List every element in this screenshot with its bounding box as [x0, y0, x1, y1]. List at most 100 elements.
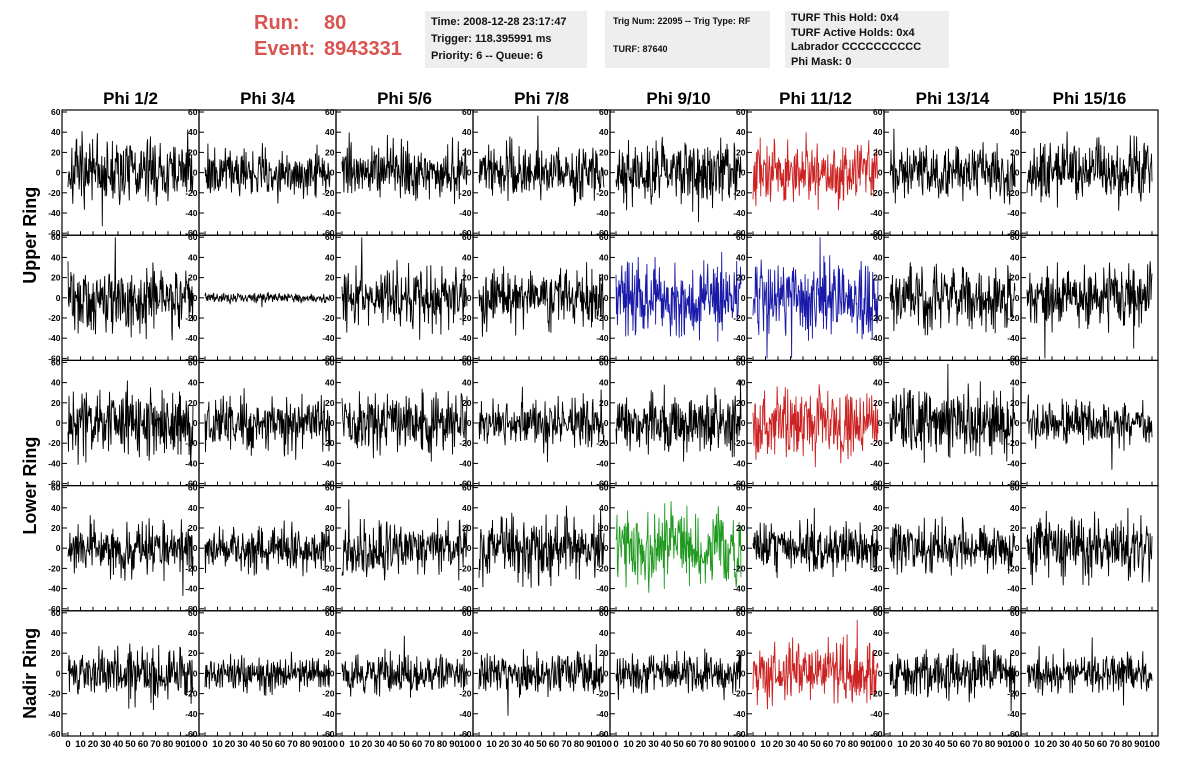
x-tick-label: 40	[935, 739, 946, 750]
x-tick-label: 70	[561, 739, 572, 750]
y-tick-label: 0	[604, 668, 609, 678]
event-row: Event: 8943331	[254, 36, 402, 62]
y-tick-label: -40	[596, 333, 609, 343]
y-tick-label: 60	[462, 232, 472, 242]
x-tick-label: 40	[387, 739, 398, 750]
y-tick-label: 40	[325, 127, 335, 137]
waveform-panel-r4-c8: -60 -40 -20 0 20 40 60	[1007, 483, 1159, 614]
y-tick-label: 0	[330, 168, 335, 178]
y-tick-label: 60	[1010, 357, 1020, 367]
waveform-trace	[67, 515, 194, 596]
waveform-panel-r5-c5: -60 -40 -20 0 20 40 60	[596, 608, 748, 739]
y-tick-label: -60	[1007, 228, 1020, 238]
y-tick-label: 20	[736, 147, 746, 157]
waveform-trace	[204, 651, 331, 696]
y-tick-label: -60	[322, 479, 335, 489]
y-tick-label: 20	[736, 398, 746, 408]
y-tick-label: -60	[459, 479, 472, 489]
waveform-trace	[204, 143, 331, 204]
column-label-8: Phi 15/16	[1053, 89, 1127, 108]
y-tick-label: 20	[599, 147, 609, 157]
y-tick-label: 60	[188, 232, 198, 242]
waveform-trace	[1026, 637, 1153, 706]
y-tick-label: -20	[1007, 563, 1020, 573]
y-tick-label: -40	[1007, 709, 1020, 719]
y-tick-label: -40	[1007, 458, 1020, 468]
waveform-panel-r3-c6: -60 -40 -20 0 20 40 60	[733, 357, 885, 489]
y-tick-label: 0	[467, 293, 472, 303]
y-tick-label: -60	[185, 479, 198, 489]
y-tick-label: 0	[56, 668, 61, 678]
y-tick-label: -60	[322, 228, 335, 238]
y-tick-label: -60	[322, 353, 335, 363]
y-tick-label: 60	[462, 608, 472, 618]
y-tick-label: -40	[1007, 333, 1020, 343]
trig-num-line: Trig Num: 22095 -- Trig Type: RF	[613, 16, 751, 26]
y-tick-label: 0	[878, 418, 883, 428]
waveform-trace	[67, 380, 194, 466]
y-tick-label: 0	[330, 293, 335, 303]
x-tick-label: 60	[275, 739, 286, 750]
y-tick-label: -40	[596, 584, 609, 594]
column-label-7: Phi 13/14	[916, 89, 990, 108]
waveform-panel-r3-c7: -60 -40 -20 0 20 40 60	[870, 357, 1022, 489]
y-tick-label: -60	[1007, 353, 1020, 363]
y-tick-label: 60	[873, 483, 883, 493]
waveform-trace	[889, 644, 1016, 712]
y-tick-label: 60	[873, 107, 883, 117]
y-tick-label: -20	[322, 563, 335, 573]
y-tick-label: -40	[459, 208, 472, 218]
y-tick-label: 60	[599, 107, 609, 117]
y-tick-label: -60	[870, 604, 883, 614]
x-tick-label: 60	[1097, 739, 1108, 750]
y-tick-label: -20	[596, 188, 609, 198]
x-tick-label: 10	[75, 739, 86, 750]
y-tick-label: 40	[599, 127, 609, 137]
ring-label-upper-ring: Upper Ring	[20, 187, 40, 284]
y-tick-label: -20	[48, 313, 61, 323]
y-tick-label: 60	[736, 357, 746, 367]
y-tick-label: 40	[736, 503, 746, 513]
y-tick-label: -20	[48, 438, 61, 448]
y-tick-label: 20	[1010, 523, 1020, 533]
y-tick-label: 40	[1010, 252, 1020, 262]
y-tick-label: 20	[51, 273, 61, 283]
y-tick-label: -40	[459, 584, 472, 594]
y-tick-label: 60	[51, 483, 61, 493]
x-tick-label: 10	[349, 739, 360, 750]
y-tick-label: -40	[596, 709, 609, 719]
y-tick-label: -40	[1007, 584, 1020, 594]
y-tick-label: 60	[873, 357, 883, 367]
x-tick-label: 0	[750, 739, 755, 750]
x-tick-label: 50	[262, 739, 273, 750]
y-tick-label: 60	[1010, 232, 1020, 242]
y-tick-label: -20	[459, 438, 472, 448]
y-tick-label: -60	[870, 353, 883, 363]
y-tick-label: 0	[1015, 543, 1020, 553]
y-tick-label: -60	[48, 228, 61, 238]
x-tick-label: 80	[437, 739, 448, 750]
y-tick-label: 20	[462, 273, 472, 283]
y-tick-label: 0	[56, 168, 61, 178]
x-tick-label: 70	[698, 739, 709, 750]
x-tick-label: 40	[113, 739, 124, 750]
y-tick-label: 40	[873, 127, 883, 137]
y-tick-label: 20	[736, 648, 746, 658]
y-tick-label: 0	[330, 543, 335, 553]
y-tick-label: -60	[48, 729, 61, 739]
y-tick-label: 60	[462, 107, 472, 117]
y-tick-label: -40	[870, 584, 883, 594]
waveform-panel-r2-c1: -60 -40 -20 0 20 40 60	[48, 232, 200, 363]
y-tick-label: -40	[459, 458, 472, 468]
y-tick-label: 40	[599, 628, 609, 638]
x-tick-label: 60	[412, 739, 423, 750]
y-tick-label: 60	[188, 107, 198, 117]
y-tick-label: 0	[878, 668, 883, 678]
y-tick-label: -60	[1007, 604, 1020, 614]
y-tick-label: 20	[873, 523, 883, 533]
y-tick-label: 40	[188, 503, 198, 513]
y-tick-label: 0	[1015, 168, 1020, 178]
waveform-panel-r2-c7: -60 -40 -20 0 20 40 60	[870, 232, 1022, 363]
waveform-panel-r5-c4: -60 -40 -20 0 20 40 60	[459, 608, 611, 739]
waveform-panel-r4-c5: -60 -40 -20 0 20 40 60	[596, 483, 748, 614]
